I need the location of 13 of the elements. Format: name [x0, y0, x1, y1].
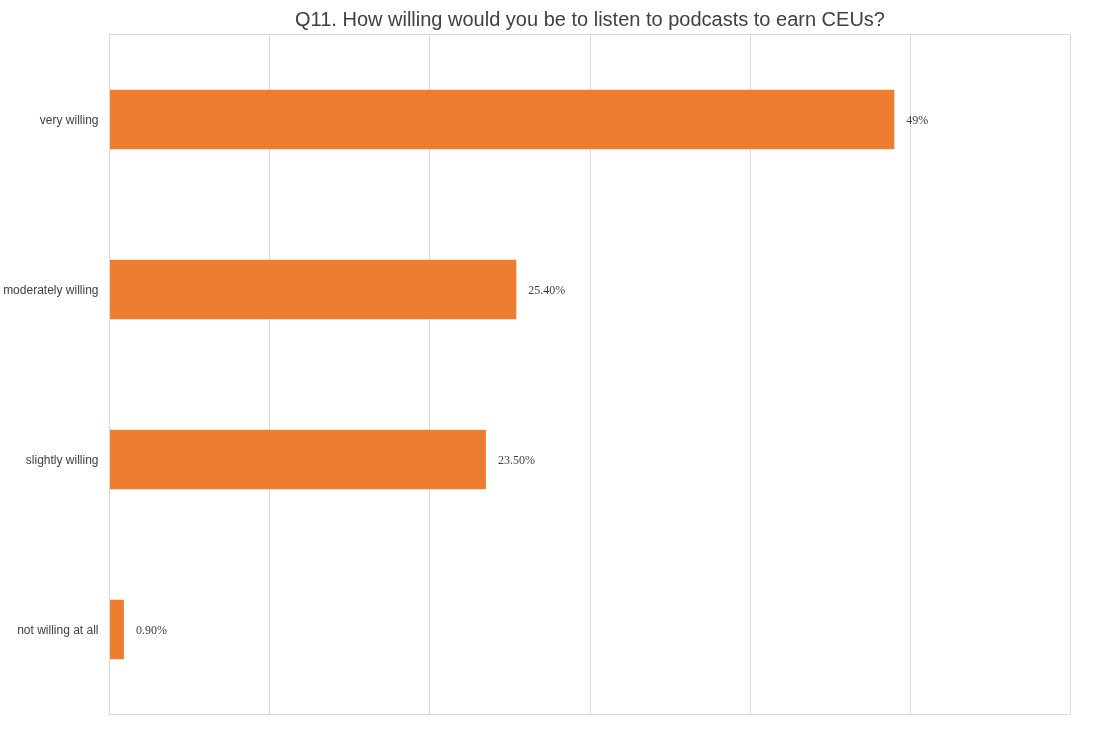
bar — [109, 429, 486, 490]
data-label: 0.90% — [135, 622, 167, 637]
bar — [109, 89, 895, 150]
y-tick-label: very willing — [39, 112, 99, 127]
data-label: 23.50% — [497, 452, 535, 467]
chart-title: Q11. How willing would you be to listen to podcasts to earn CEUs? — [295, 7, 885, 30]
data-label: 25.40% — [528, 282, 566, 297]
data-label: 49% — [906, 112, 929, 127]
bar — [109, 599, 124, 660]
bar — [109, 259, 517, 320]
y-tick-label: moderately willing — [3, 282, 99, 297]
y-tick-label: not willing at all — [17, 622, 99, 637]
y-tick-label: slightly willing — [25, 452, 99, 467]
